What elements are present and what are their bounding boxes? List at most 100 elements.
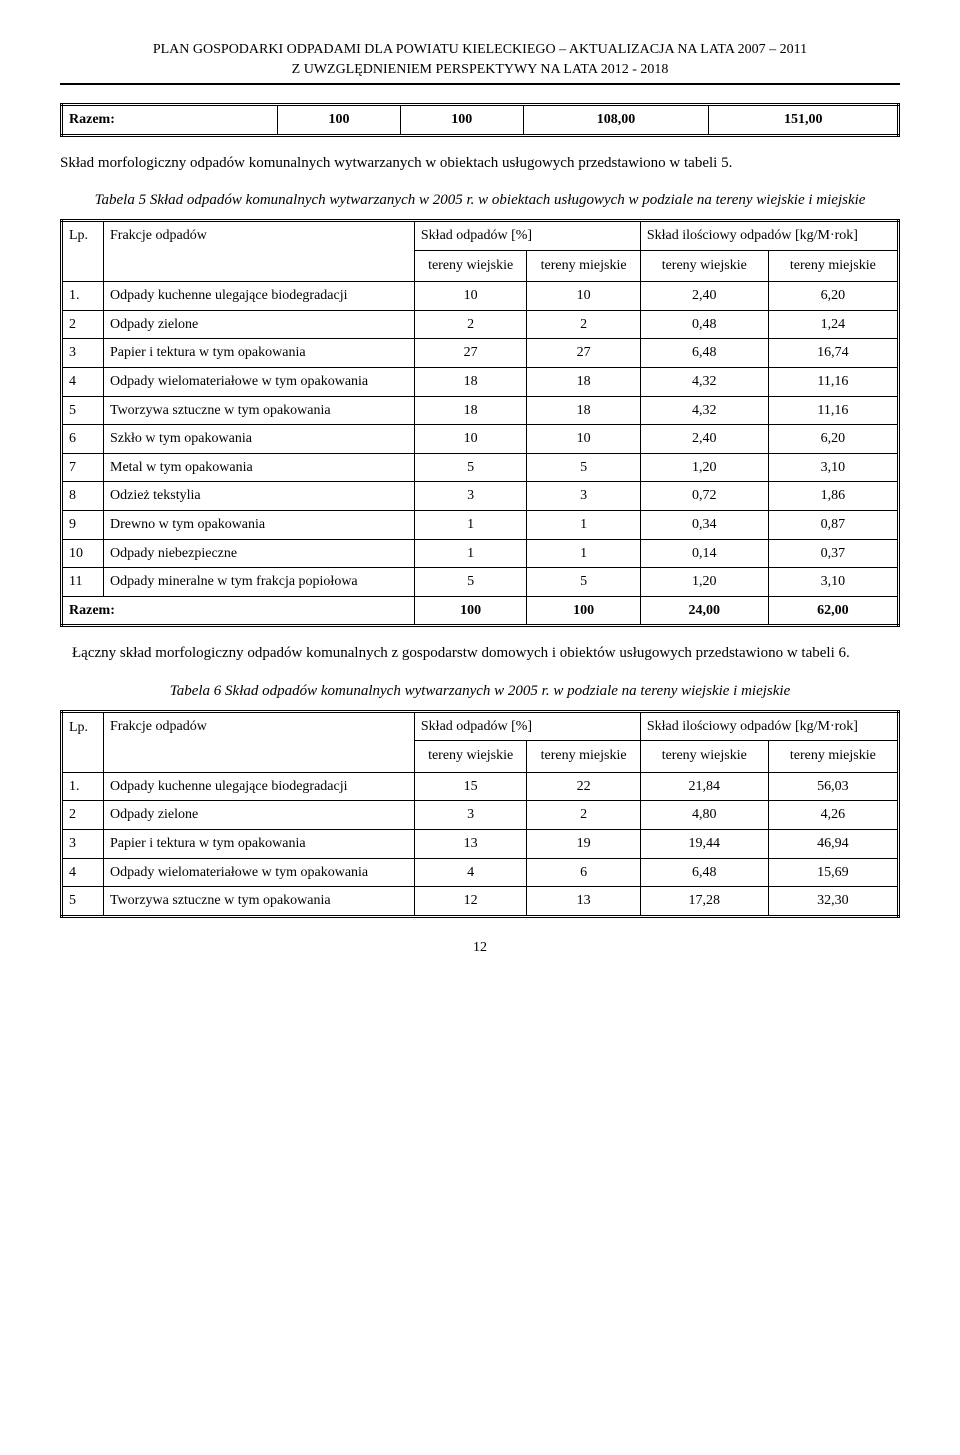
cell-val: 11,16: [768, 368, 898, 397]
cell-name: Papier i tektura w tym opakowania: [104, 830, 415, 859]
cell-val: 6,48: [640, 339, 768, 368]
table-row: 10Odpady niebezpieczne110,140,37: [62, 539, 899, 568]
subcol-tw2: tereny wiejskie: [640, 741, 768, 772]
cell-lp: 4: [62, 858, 104, 887]
cell-val: 2,40: [640, 425, 768, 454]
cell-name: Metal w tym opakowania: [104, 453, 415, 482]
col-frakcje: Frakcje odpadów: [104, 221, 415, 282]
sum-val: 62,00: [768, 596, 898, 626]
col-sklad-il: Skład ilościowy odpadów [kg/M·rok]: [640, 711, 898, 741]
sum-val: 100: [527, 596, 640, 626]
razem-val: 108,00: [523, 105, 709, 136]
col-lp: Lp.: [62, 711, 104, 772]
cell-val: 22: [527, 772, 640, 801]
cell-val: 1,20: [640, 568, 768, 597]
cell-val: 19: [527, 830, 640, 859]
cell-lp: 9: [62, 511, 104, 540]
cell-val: 10: [527, 425, 640, 454]
cell-val: 0,48: [640, 310, 768, 339]
cell-name: Odpady kuchenne ulegające biodegradacji: [104, 282, 415, 311]
cell-val: 27: [527, 339, 640, 368]
cell-name: Odpady mineralne w tym frakcja popiołowa: [104, 568, 415, 597]
subcol-tm2: tereny miejskie: [768, 250, 898, 281]
cell-val: 0,72: [640, 482, 768, 511]
cell-val: 3,10: [768, 453, 898, 482]
cell-val: 6,20: [768, 425, 898, 454]
cell-val: 1,86: [768, 482, 898, 511]
cell-val: 16,74: [768, 339, 898, 368]
cell-val: 4,32: [640, 368, 768, 397]
table-row: 3Papier i tektura w tym opakowania27276,…: [62, 339, 899, 368]
table-row: 3Papier i tektura w tym opakowania131919…: [62, 830, 899, 859]
cell-val: 3: [414, 482, 527, 511]
paragraph-intro-t6: Łączny skład morfologiczny odpadów komun…: [60, 641, 900, 667]
sum-val: 100: [414, 596, 527, 626]
cell-val: 4,32: [640, 396, 768, 425]
cell-lp: 10: [62, 539, 104, 568]
table-header-row: Lp. Frakcje odpadów Skład odpadów [%] Sk…: [62, 221, 899, 251]
cell-lp: 11: [62, 568, 104, 597]
cell-val: 3: [414, 801, 527, 830]
table-row: 5Tworzywa sztuczne w tym opakowania12131…: [62, 887, 899, 917]
cell-val: 6,20: [768, 282, 898, 311]
cell-lp: 5: [62, 887, 104, 917]
table-row: 7Metal w tym opakowania551,203,10: [62, 453, 899, 482]
table-row: 2Odpady zielone324,804,26: [62, 801, 899, 830]
cell-val: 3: [527, 482, 640, 511]
cell-val: 5: [414, 568, 527, 597]
subcol-tw: tereny wiejskie: [414, 250, 527, 281]
cell-val: 10: [527, 282, 640, 311]
table-row: 2Odpady zielone220,481,24: [62, 310, 899, 339]
cell-name: Tworzywa sztuczne w tym opakowania: [104, 887, 415, 917]
cell-val: 18: [527, 396, 640, 425]
cell-name: Odpady kuchenne ulegające biodegradacji: [104, 772, 415, 801]
caption-table6: Tabela 6 Skład odpadów komunalnych wytwa…: [60, 681, 900, 702]
cell-val: 4,80: [640, 801, 768, 830]
cell-val: 13: [414, 830, 527, 859]
cell-lp: 6: [62, 425, 104, 454]
header-line1: PLAN GOSPODARKI ODPADAMI DLA POWIATU KIE…: [153, 42, 807, 57]
cell-name: Odpady niebezpieczne: [104, 539, 415, 568]
caption-table5: Tabela 5 Skład odpadów komunalnych wytwa…: [60, 190, 900, 211]
table-row: 11Odpady mineralne w tym frakcja popioło…: [62, 568, 899, 597]
cell-val: 1,20: [640, 453, 768, 482]
cell-val: 13: [527, 887, 640, 917]
cell-val: 46,94: [768, 830, 898, 859]
cell-val: 1: [527, 511, 640, 540]
razem-val: 151,00: [709, 105, 899, 136]
cell-val: 3,10: [768, 568, 898, 597]
cell-val: 11,16: [768, 396, 898, 425]
col-frakcje: Frakcje odpadów: [104, 711, 415, 772]
cell-val: 15,69: [768, 858, 898, 887]
cell-val: 17,28: [640, 887, 768, 917]
cell-lp: 1.: [62, 772, 104, 801]
razem-val: 100: [400, 105, 523, 136]
cell-lp: 8: [62, 482, 104, 511]
cell-val: 18: [414, 396, 527, 425]
cell-name: Szkło w tym opakowania: [104, 425, 415, 454]
cell-val: 18: [527, 368, 640, 397]
cell-val: 19,44: [640, 830, 768, 859]
table-header-row: Lp. Frakcje odpadów Skład odpadów [%] Sk…: [62, 711, 899, 741]
table-row: 4Odpady wielomateriałowe w tym opakowani…: [62, 368, 899, 397]
cell-val: 0,37: [768, 539, 898, 568]
cell-val: 15: [414, 772, 527, 801]
cell-val: 32,30: [768, 887, 898, 917]
cell-lp: 5: [62, 396, 104, 425]
razem-label: Razem:: [62, 105, 278, 136]
header-line2: Z UWZGLĘDNIENIEM PERSPEKTYWY NA LATA 201…: [292, 62, 669, 77]
cell-name: Odpady zielone: [104, 801, 415, 830]
subcol-tm: tereny miejskie: [527, 250, 640, 281]
table-row: 6Szkło w tym opakowania10102,406,20: [62, 425, 899, 454]
table-row: Razem: 100 100 108,00 151,00: [62, 105, 899, 136]
col-sklad-pct: Skład odpadów [%]: [414, 221, 640, 251]
cell-name: Papier i tektura w tym opakowania: [104, 339, 415, 368]
cell-val: 2: [527, 801, 640, 830]
cell-lp: 2: [62, 801, 104, 830]
cell-val: 0,87: [768, 511, 898, 540]
cell-lp: 3: [62, 830, 104, 859]
cell-val: 6: [527, 858, 640, 887]
table-5: Lp. Frakcje odpadów Skład odpadów [%] Sk…: [60, 219, 900, 627]
cell-lp: 1.: [62, 282, 104, 311]
cell-name: Odpady wielomateriałowe w tym opakowania: [104, 368, 415, 397]
